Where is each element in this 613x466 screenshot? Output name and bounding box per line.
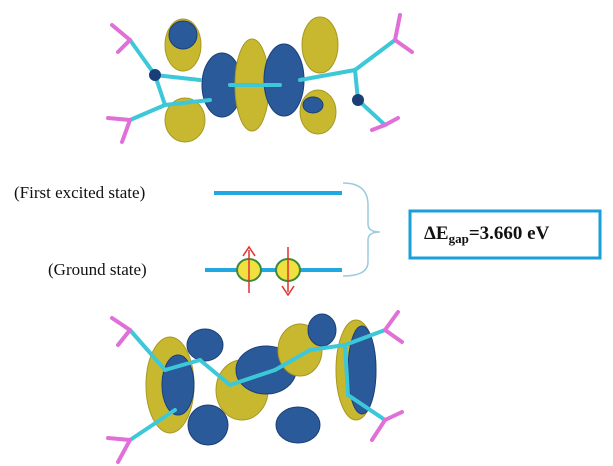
diagram: (First excited state) (Ground state) ΔEg… — [0, 0, 613, 466]
homo-orbital — [108, 312, 402, 462]
gap-subscript: gap — [449, 231, 469, 246]
lumo-orbital — [108, 15, 412, 142]
excited-label: (First excited state) — [14, 183, 145, 202]
brace — [343, 183, 380, 276]
gap-text: ΔEgap=3.660 eV — [424, 223, 550, 246]
gap-symbol: ΔE — [424, 223, 449, 244]
ground-label: (Ground state) — [48, 260, 147, 279]
gap-value: =3.660 eV — [469, 223, 550, 244]
